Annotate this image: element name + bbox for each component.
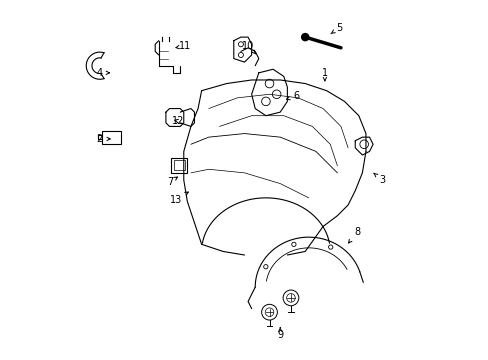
Text: 11: 11 [176,41,191,51]
Text: 10: 10 [242,41,255,54]
Text: 9: 9 [277,328,283,341]
Text: 1: 1 [321,68,327,81]
Text: 8: 8 [348,227,359,243]
Text: 6: 6 [286,91,299,101]
Text: 13: 13 [169,192,188,204]
Circle shape [301,33,308,41]
Text: 4: 4 [97,68,109,78]
Text: 5: 5 [330,23,342,34]
Text: 2: 2 [97,134,110,144]
Text: 3: 3 [373,173,385,185]
Text: 12: 12 [172,116,184,126]
Text: 7: 7 [167,177,177,187]
